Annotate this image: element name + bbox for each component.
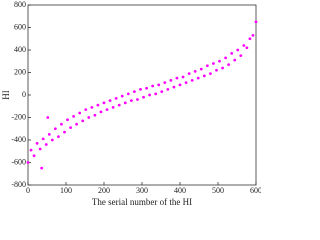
point (160, 90, 164, 94)
point (69, 126, 72, 130)
point (105, 108, 109, 112)
point (227, 63, 231, 67)
point (172, 85, 176, 89)
point (239, 54, 243, 58)
point (212, 62, 215, 65)
point (251, 33, 255, 37)
point (148, 93, 152, 97)
point (75, 122, 79, 126)
point (145, 86, 148, 90)
point (169, 78, 173, 82)
point (154, 92, 158, 96)
point (190, 78, 194, 82)
point (187, 72, 191, 76)
y-tick-label: 0 (22, 90, 26, 99)
y-axis-label: HI (1, 90, 11, 100)
point (87, 116, 91, 119)
point (78, 111, 82, 115)
point (209, 72, 212, 76)
point (181, 75, 185, 79)
point (242, 44, 246, 47)
point (102, 101, 106, 105)
point (139, 87, 142, 91)
x-tick-label: 400 (174, 186, 186, 195)
point (93, 113, 97, 117)
point (63, 130, 66, 134)
y-tick-label: -200 (11, 112, 26, 121)
point (53, 127, 57, 131)
x-tick-label: 200 (98, 186, 110, 195)
point (66, 118, 69, 122)
point (129, 99, 133, 103)
point (196, 76, 200, 80)
plot-frame (27, 4, 257, 186)
point (245, 46, 249, 50)
y-tick-label: -600 (11, 157, 26, 166)
point (99, 110, 103, 114)
point (26, 161, 30, 164)
point (108, 99, 112, 103)
point (199, 67, 203, 71)
point (57, 135, 60, 139)
x-axis-label: The serial number of the HI (92, 197, 192, 207)
point (60, 122, 63, 126)
point (50, 138, 54, 142)
point (178, 83, 182, 87)
point (133, 90, 136, 94)
point (29, 148, 33, 152)
point (40, 166, 44, 170)
point (175, 76, 179, 80)
point (142, 95, 145, 99)
point (35, 141, 39, 145)
point (46, 116, 50, 119)
point (163, 81, 167, 85)
point (38, 147, 42, 151)
point (123, 101, 127, 105)
point (202, 74, 206, 78)
y-tick-label: 800 (14, 0, 26, 9)
y-tick-label: 200 (14, 67, 26, 76)
point (193, 69, 197, 73)
point (205, 64, 209, 68)
point (254, 20, 258, 24)
point (111, 105, 115, 109)
y-tick-label: -800 (11, 180, 26, 189)
point (47, 132, 51, 136)
point (90, 105, 94, 109)
point (72, 114, 75, 118)
x-tick-label: 100 (60, 186, 72, 195)
point (136, 98, 139, 101)
point (120, 94, 124, 98)
point (44, 143, 48, 146)
point (184, 81, 188, 85)
point (221, 66, 224, 70)
point (230, 51, 234, 55)
point (215, 68, 218, 72)
point (151, 84, 155, 88)
y-tick-label: -400 (11, 135, 26, 144)
point (248, 37, 252, 41)
y-tick-label: 600 (14, 22, 26, 31)
y-tick-label: 400 (14, 45, 26, 54)
point (32, 154, 36, 158)
point (117, 103, 121, 107)
point (114, 96, 118, 100)
point (96, 103, 100, 107)
point (41, 137, 45, 141)
chart: The serial number of the HI HI 0 100 200 30… (1, 0, 261, 207)
point (224, 56, 228, 60)
x-tick-label: 300 (136, 186, 148, 195)
point (218, 59, 221, 63)
point (126, 92, 130, 96)
x-tick-label: 600 (250, 186, 261, 195)
point (166, 87, 170, 91)
point (233, 58, 237, 62)
point (81, 119, 85, 123)
point (236, 48, 240, 52)
x-tick-label: 500 (212, 186, 224, 195)
x-tick-label: 0 (26, 186, 30, 195)
point (84, 108, 88, 112)
point (157, 83, 161, 87)
